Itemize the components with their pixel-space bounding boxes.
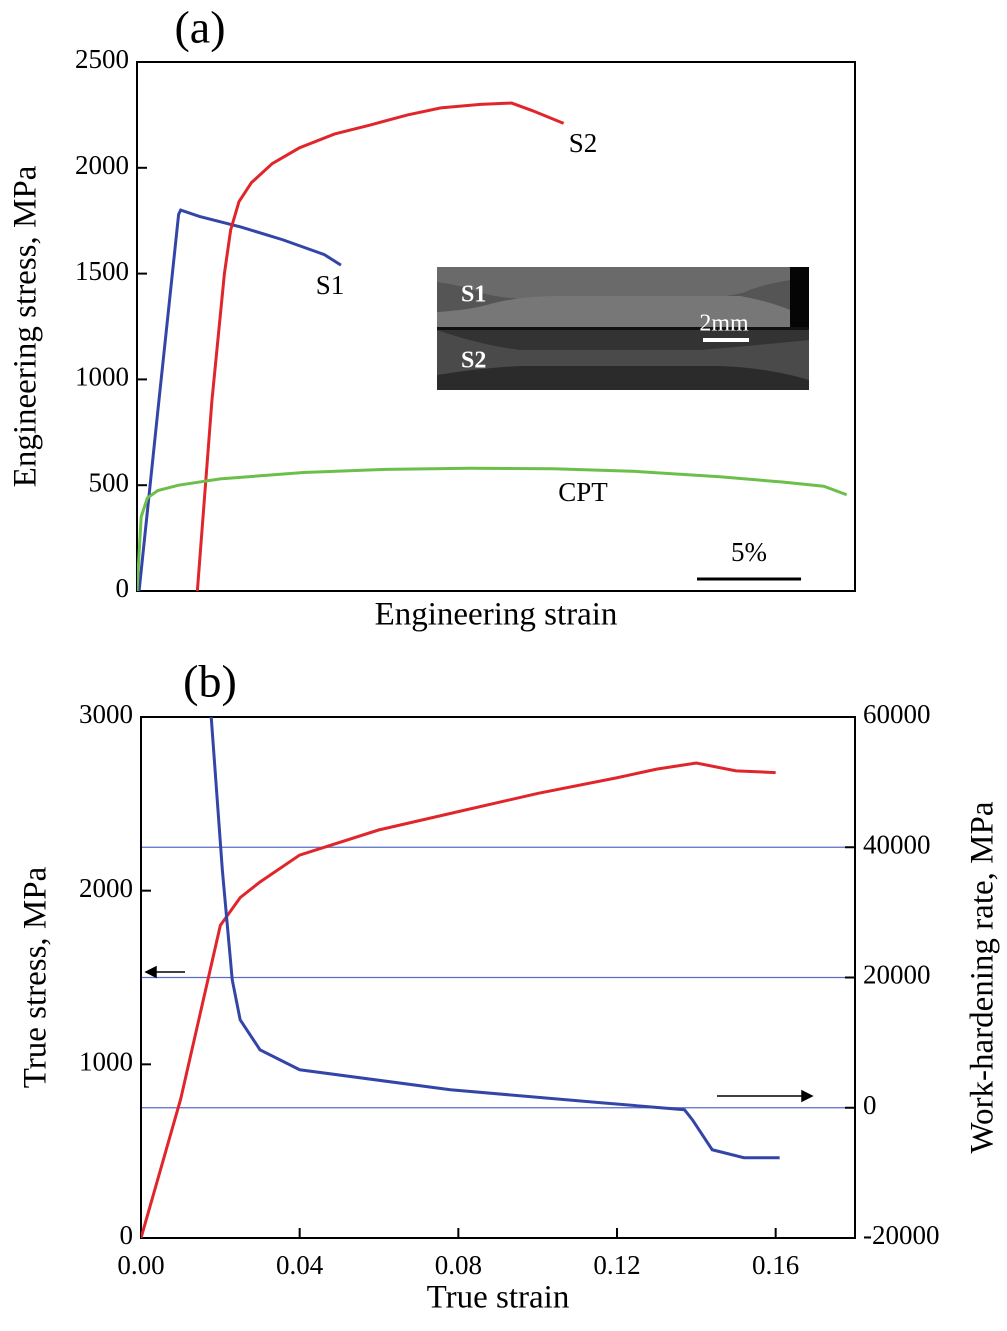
y-axis-title: True stress, MPa (18, 866, 54, 1088)
series-line (137, 466, 848, 591)
y2-tick-label: -20000 (863, 1220, 940, 1250)
y-axis-title: Engineering stress, MPa (8, 165, 44, 487)
y-tick-label: 3000 (79, 699, 133, 729)
series-line (195, 101, 565, 591)
series-line (137, 208, 342, 591)
series-line (141, 761, 776, 1238)
y-tick-label: 1000 (79, 1047, 133, 1077)
y-tick-label: 500 (89, 467, 130, 497)
x-tick-label: 0.16 (752, 1250, 799, 1280)
series-label: CPT (558, 477, 608, 507)
y-tick-label: 2000 (75, 150, 129, 180)
y-tick-label: 2000 (79, 873, 133, 903)
y2-tick-label: 60000 (863, 699, 931, 729)
y2-axis-title: Work-hardening rate, MPa (965, 801, 1001, 1153)
y-tick-label: 1500 (75, 256, 129, 286)
y-tick-label: 0 (116, 573, 130, 603)
inset-micrograph (437, 267, 809, 390)
x-tick-label: 0.04 (276, 1250, 324, 1280)
inset-label: S2 (461, 348, 486, 374)
y-tick-label: 1000 (75, 362, 129, 392)
panel-label: (a) (174, 2, 225, 53)
series-line (209, 717, 780, 1160)
x-axis-title: True strain (427, 1280, 570, 1316)
axis-arrow (717, 1089, 814, 1103)
inset-label: S1 (461, 282, 486, 308)
inset-scale-label: 2mm (699, 311, 749, 337)
panel-label: (b) (183, 656, 237, 707)
series-label: S2 (569, 128, 598, 158)
y2-tick-label: 40000 (863, 829, 931, 859)
scale-bar-label: 5% (731, 537, 767, 567)
plot-frame (136, 61, 856, 592)
x-axis-title: Engineering strain (375, 597, 618, 633)
x-tick-label: 0.08 (435, 1250, 482, 1280)
y2-tick-label: 0 (863, 1090, 877, 1120)
y-tick-label: 2500 (75, 44, 129, 74)
y2-tick-label: 20000 (863, 960, 931, 990)
series-label: S1 (316, 270, 345, 300)
x-tick-label: 0.00 (117, 1250, 164, 1280)
y-tick-label: 0 (120, 1220, 134, 1250)
x-tick-label: 0.12 (593, 1250, 640, 1280)
axis-arrow (144, 965, 185, 979)
